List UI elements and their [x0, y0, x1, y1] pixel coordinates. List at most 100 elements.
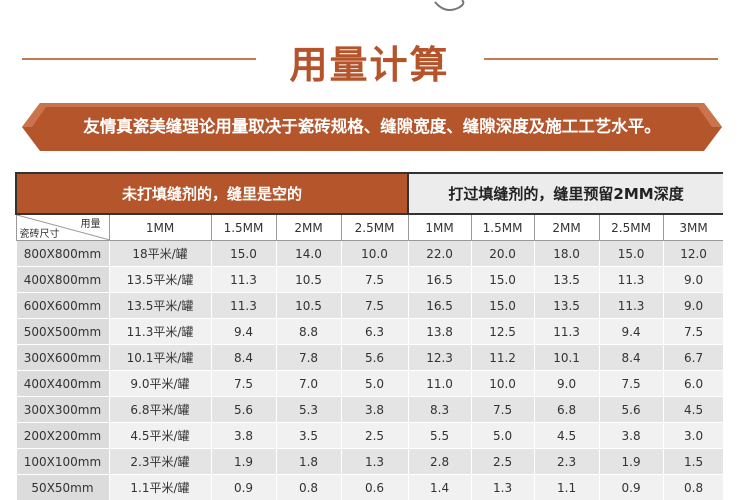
value-cell: 0.6: [340, 474, 409, 500]
value-cell: 12.3: [407, 344, 472, 371]
value-cell: 7.8: [275, 344, 342, 371]
value-cell: 11.3: [210, 266, 277, 293]
value-cell: 9.0平米/罐: [108, 370, 212, 397]
value-cell: 5.0: [340, 370, 409, 397]
value-cell: 5.3: [275, 396, 342, 423]
column-header: 2MM: [533, 213, 600, 241]
data-row: 600X600mm 13.5平米/罐 11.3 10.5 7.5 16.5 15.0 13.5…: [15, 292, 723, 319]
value-cell: 15.0: [470, 266, 535, 293]
value-cell: 3.8: [598, 422, 664, 449]
size-cell: 300X600mm: [15, 344, 110, 371]
value-cell: 9.4: [598, 318, 664, 345]
data-row: 200X200mm 4.5平米/罐 3.8 3.5 2.5 5.5 5.0 4.5 3.8 3.0: [15, 422, 723, 449]
corner-top: 用量: [80, 219, 101, 230]
value-cell: 22.0: [407, 240, 472, 267]
column-header: 1MM: [407, 213, 472, 241]
value-cell: 1.8: [275, 448, 342, 475]
value-cell: 6.8: [533, 396, 600, 423]
size-cell: 400X400mm: [15, 370, 110, 397]
data-row: 300X300mm 6.8平米/罐 5.6 5.3 3.8 8.3 7.5 6.8 5.6 4.5: [15, 396, 723, 423]
size-cell: 500X500mm: [15, 318, 110, 345]
value-cell: 3.5: [275, 422, 342, 449]
value-cell: 8.4: [210, 344, 277, 371]
data-row: 500X500mm 11.3平米/罐 9.4 8.8 6.3 13.8 12.5 11.3 9.…: [15, 318, 723, 345]
value-cell: 7.5: [210, 370, 277, 397]
value-cell: 1.9: [210, 448, 277, 475]
value-cell: 6.7: [662, 344, 723, 371]
size-cell: 50X50mm: [15, 474, 110, 500]
value-cell: 4.5: [533, 422, 600, 449]
value-cell: 12.0: [662, 240, 723, 267]
value-cell: 9.0: [662, 266, 723, 293]
value-cell: 4.5平米/罐: [108, 422, 212, 449]
data-row: 800X800mm 18平米/罐 15.0 14.0 10.0 22.0 20.0 18.0 1…: [15, 240, 723, 267]
title: 用量计算: [289, 43, 450, 87]
value-cell: 1.1: [533, 474, 600, 500]
value-cell: 4.5: [662, 396, 723, 423]
value-cell: 1.9: [598, 448, 664, 475]
corner-diagonal: [16, 215, 110, 240]
column-header: 2MM: [275, 213, 342, 241]
value-cell: 7.5: [662, 318, 723, 345]
value-cell: 11.3平米/罐: [108, 318, 212, 345]
value-cell: 15.0: [598, 240, 664, 267]
value-cell: 15.0: [210, 240, 277, 267]
value-cell: 11.3: [210, 292, 277, 319]
value-cell: 0.9: [598, 474, 664, 500]
value-cell: 7.5: [470, 396, 535, 423]
value-cell: 20.0: [470, 240, 535, 267]
value-cell: 7.5: [598, 370, 664, 397]
value-cell: 7.0: [275, 370, 342, 397]
value-cell: 15.0: [470, 292, 535, 319]
value-cell: 10.5: [275, 292, 342, 319]
value-cell: 7.5: [340, 292, 409, 319]
value-cell: 11.3: [598, 266, 664, 293]
value-cell: 2.3: [533, 448, 600, 475]
value-cell: 6.3: [340, 318, 409, 345]
value-cell: 1.1平米/罐: [108, 474, 212, 500]
value-cell: 10.1平米/罐: [108, 344, 212, 371]
group-header: 打过填缝剂的，缝里预留2MM深度: [407, 172, 723, 215]
column-header: 1.5MM: [470, 213, 535, 241]
value-cell: 13.5平米/罐: [108, 292, 212, 319]
value-cell: 16.5: [407, 292, 472, 319]
value-cell: 10.0: [340, 240, 409, 267]
value-cell: 11.3: [533, 318, 600, 345]
value-cell: 11.0: [407, 370, 472, 397]
value-cell: 14.0: [275, 240, 342, 267]
value-cell: 0.9: [210, 474, 277, 500]
value-cell: 13.5平米/罐: [108, 266, 212, 293]
value-cell: 3.8: [210, 422, 277, 449]
value-cell: 2.5: [470, 448, 535, 475]
value-cell: 0.8: [662, 474, 723, 500]
value-cell: 5.6: [598, 396, 664, 423]
value-cell: 13.5: [533, 292, 600, 319]
corner-bottom: 瓷砖尺寸: [19, 229, 60, 240]
value-cell: 13.5: [533, 266, 600, 293]
value-cell: 2.8: [407, 448, 472, 475]
banner-text: 友情真瓷美缝理论用量取决于瓷砖规格、缝隙宽度、缝隙深度及施工工艺水平。: [83, 117, 661, 136]
size-cell: 600X600mm: [15, 292, 110, 319]
size-cell: 100X100mm: [15, 448, 110, 475]
value-cell: 1.3: [340, 448, 409, 475]
value-cell: 9.4: [210, 318, 277, 345]
value-cell: 8.8: [275, 318, 342, 345]
size-cell: 800X800mm: [15, 240, 110, 267]
column-header-row: 用量 瓷砖尺寸 1MM 1.5MM 2MM 2.5MM 1MM 1.5MM 2MM 2.5MM 3M…: [15, 213, 723, 241]
value-cell: 10.1: [533, 344, 600, 371]
value-cell: 6.8平米/罐: [108, 396, 212, 423]
data-row: 50X50mm 1.1平米/罐 0.9 0.8 0.6 1.4 1.3 1.1 0.9 0.8: [15, 474, 723, 500]
value-cell: 11.3: [598, 292, 664, 319]
usage-table: 未打填缝剂的，缝里是空的 打过填缝剂的，缝里预留2MM深度 用量 瓷砖尺寸 1MM 1…: [15, 172, 723, 500]
value-cell: 11.2: [470, 344, 535, 371]
value-cell: 10.0: [470, 370, 535, 397]
value-cell: 8.3: [407, 396, 472, 423]
title-rule: [22, 58, 256, 60]
value-cell: 1.4: [407, 474, 472, 500]
value-cell: 18.0: [533, 240, 600, 267]
data-row: 400X800mm 13.5平米/罐 11.3 10.5 7.5 16.5 15.0 13.5…: [15, 266, 723, 293]
value-cell: 0.8: [275, 474, 342, 500]
column-header: 1MM: [108, 213, 212, 241]
size-cell: 400X800mm: [15, 266, 110, 293]
